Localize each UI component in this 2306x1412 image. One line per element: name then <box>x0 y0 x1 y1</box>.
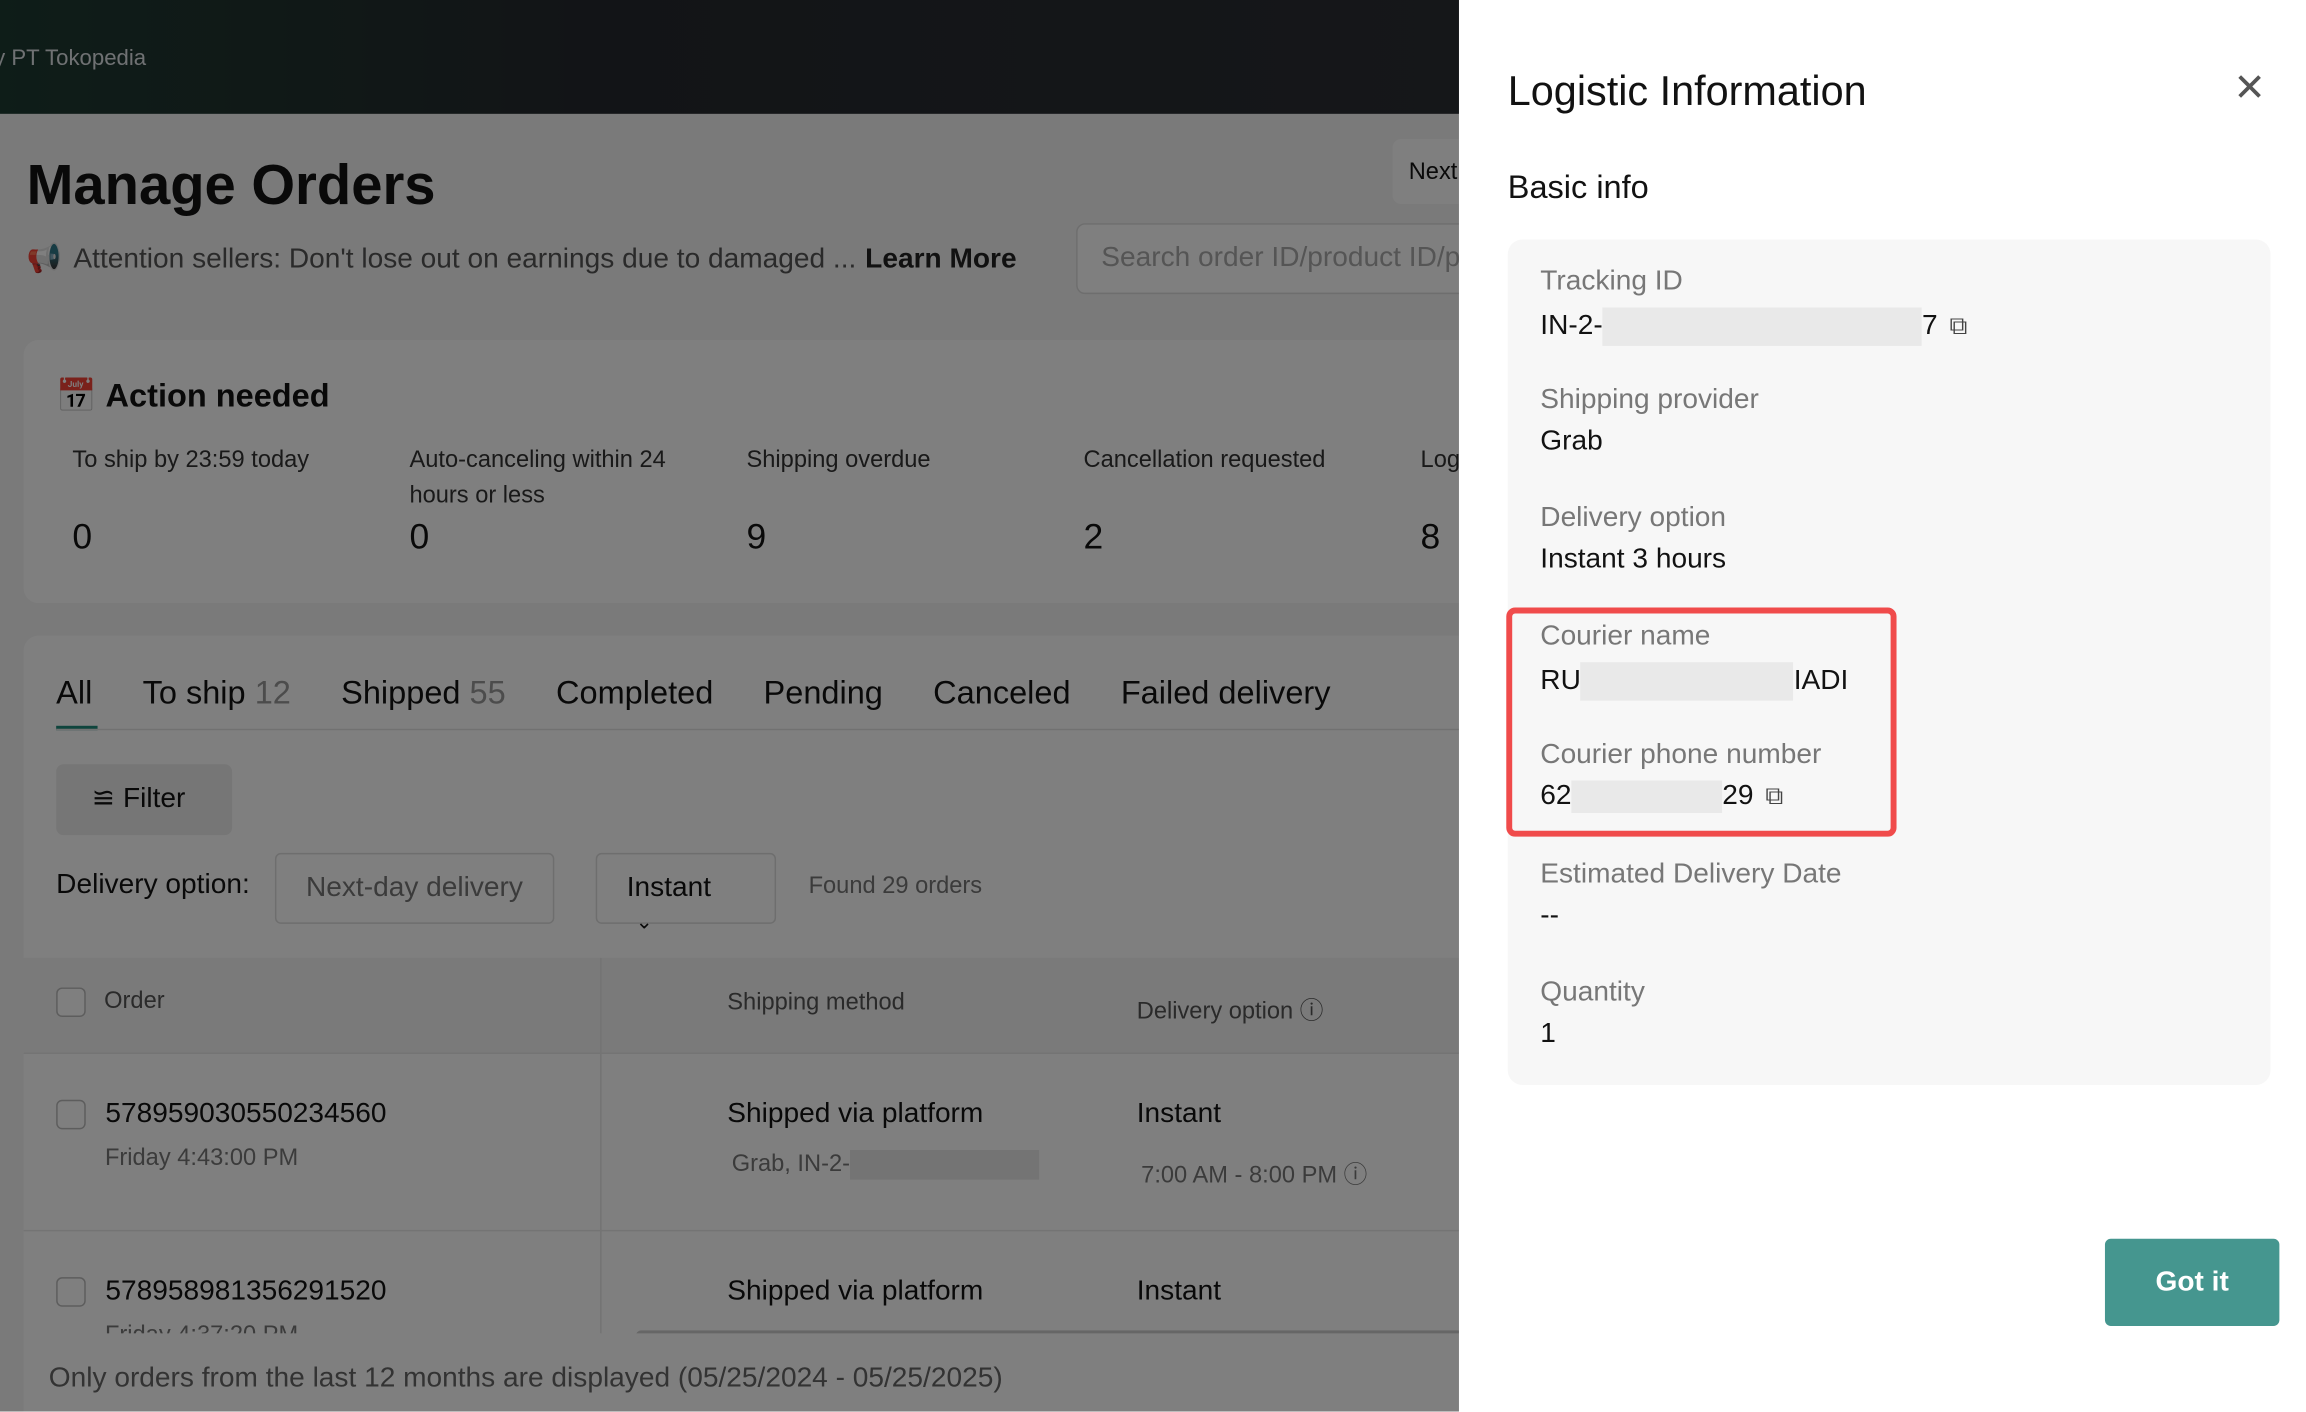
manage-orders-page: y PT Tokopedia Manage Orders Next 📢Atten… <box>0 0 1459 1412</box>
got-it-button[interactable]: Got it <box>2104 1238 2280 1326</box>
field-shipping-provider: Shipping provider Grab <box>1540 384 1759 457</box>
field-courier-name: Courier name RU IADI <box>1540 621 1848 701</box>
modal-overlay[interactable] <box>0 0 1459 1412</box>
highlight-box <box>1506 607 1897 837</box>
field-courier-phone: Courier phone number 62 29 ⧉ <box>1540 739 1822 814</box>
drawer-title: Logistic Information <box>1507 67 1867 114</box>
field-tracking-id: Tracking ID IN-2- 7 ⧉ <box>1540 266 1967 346</box>
field-delivery-option: Delivery option Instant 3 hours <box>1540 502 1727 576</box>
logistic-information-drawer: Logistic Information ✕ Basic info Tracki… <box>1458 0 2306 1412</box>
copy-icon[interactable]: ⧉ <box>1949 311 1968 340</box>
section-title: Basic info <box>1507 168 1649 206</box>
copy-icon[interactable]: ⧉ <box>1765 781 1784 811</box>
field-quantity: Quantity 1 <box>1540 977 1645 1050</box>
close-icon[interactable]: ✕ <box>2233 65 2266 110</box>
basic-info-panel: Tracking ID IN-2- 7 ⧉ Shipping provider Gr… <box>1507 239 2271 1085</box>
field-estimated-delivery-date: Estimated Delivery Date -- <box>1540 858 1842 932</box>
